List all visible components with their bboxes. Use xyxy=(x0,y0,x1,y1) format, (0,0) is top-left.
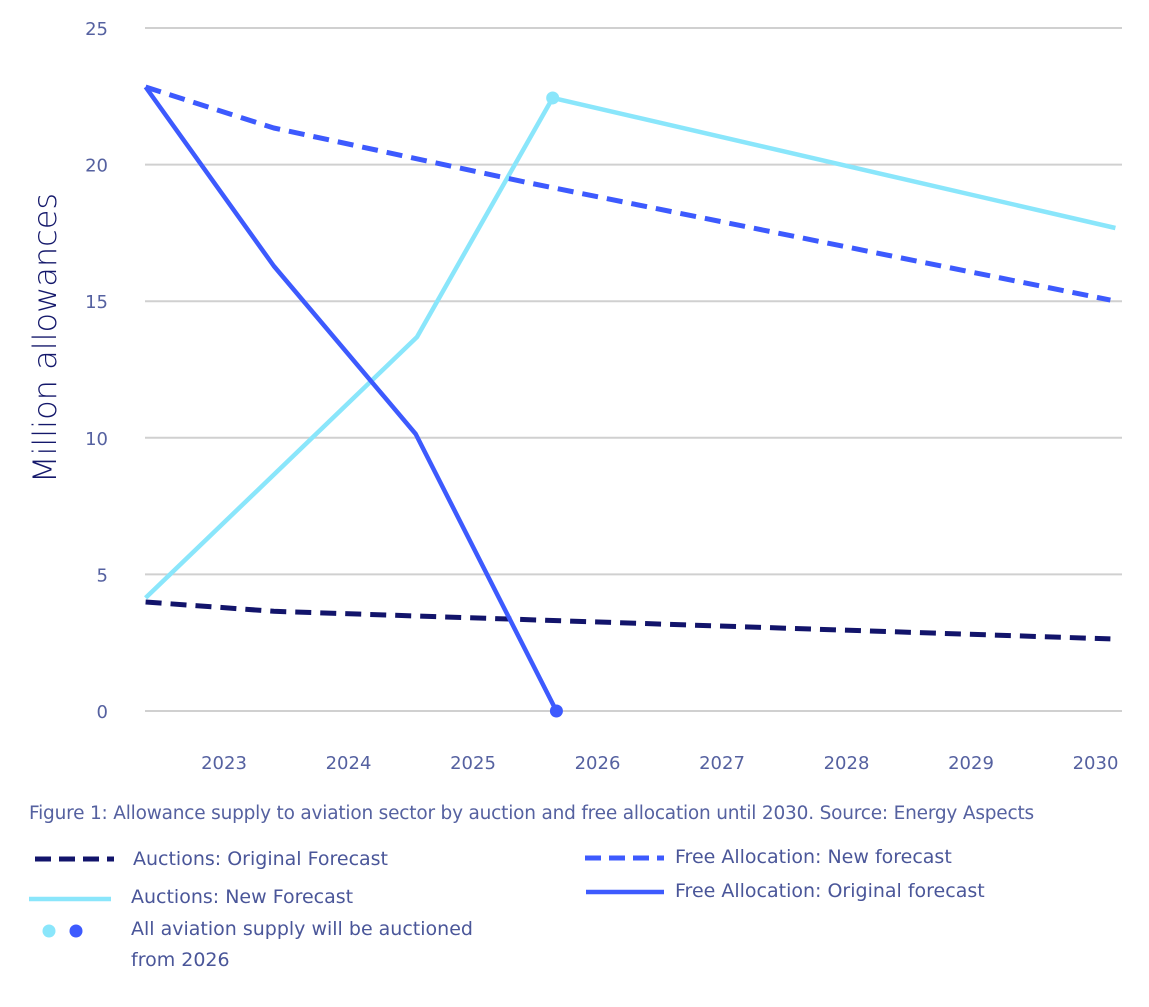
marker-dot-icon xyxy=(69,924,83,938)
legend-label-auction-markers-line2: from 2026 xyxy=(131,949,230,971)
marker-dot-icon xyxy=(42,924,56,938)
gridlines xyxy=(145,27,1122,712)
series-line-auctions-original-forecast xyxy=(145,599,1111,642)
x-tick-label: 2028 xyxy=(824,753,870,774)
x-tick-label: 2026 xyxy=(575,753,621,774)
y-tick-label: 15 xyxy=(85,292,108,313)
legend-label-auctions-original: Auctions: Original Forecast xyxy=(133,848,389,870)
legend-swatch-free-new xyxy=(585,855,664,861)
legend-swatch-free-original xyxy=(586,889,664,895)
legend-swatch-auctions-original xyxy=(35,856,114,862)
y-tick-label: 20 xyxy=(85,156,108,177)
figure-caption: Figure 1: Allowance supply to aviation s… xyxy=(29,803,1034,824)
legend-swatch-auction-markers xyxy=(42,924,83,938)
legend-label-free-new: Free Allocation: New forecast xyxy=(675,846,952,868)
x-tick-labels: 2023 2024 2025 2026 2027 2028 2029 2030 xyxy=(201,753,1118,774)
x-tick-label: 2023 xyxy=(201,753,247,774)
series-markers xyxy=(546,91,563,718)
y-tick-label: 0 xyxy=(97,702,108,723)
series-line-free-allocation-original-forecast xyxy=(143,85,559,713)
legend-label-free-original: Free Allocation: Original forecast xyxy=(675,880,985,902)
y-axis-title: Million allowances xyxy=(10,0,80,740)
series-line-free-allocation-new-forecast xyxy=(144,84,1111,303)
x-tick-label: 2027 xyxy=(699,753,745,774)
y-tick-labels: 0 5 10 15 20 25 xyxy=(85,19,108,723)
x-tick-label: 2029 xyxy=(948,753,994,774)
y-tick-label: 5 xyxy=(97,565,108,586)
y-tick-label: 10 xyxy=(85,429,108,450)
legend-swatch-auctions-new xyxy=(29,896,111,902)
y-axis-title-text: Million allowances xyxy=(26,192,64,484)
legend-label-auctions-new: Auctions: New Forecast xyxy=(131,886,354,908)
series-line-auctions-new-forecast xyxy=(144,95,1116,600)
series-marker-free-allocation-original-forecast xyxy=(549,704,563,718)
x-tick-label: 2024 xyxy=(326,753,372,774)
x-tick-label: 2030 xyxy=(1073,753,1119,774)
legend-label-auction-markers: All aviation supply will be auctioned xyxy=(131,918,473,940)
series-lines xyxy=(143,84,1116,713)
x-tick-label: 2025 xyxy=(450,753,496,774)
series-marker-auctions-new-forecast xyxy=(546,91,560,105)
y-tick-label: 25 xyxy=(85,19,108,40)
